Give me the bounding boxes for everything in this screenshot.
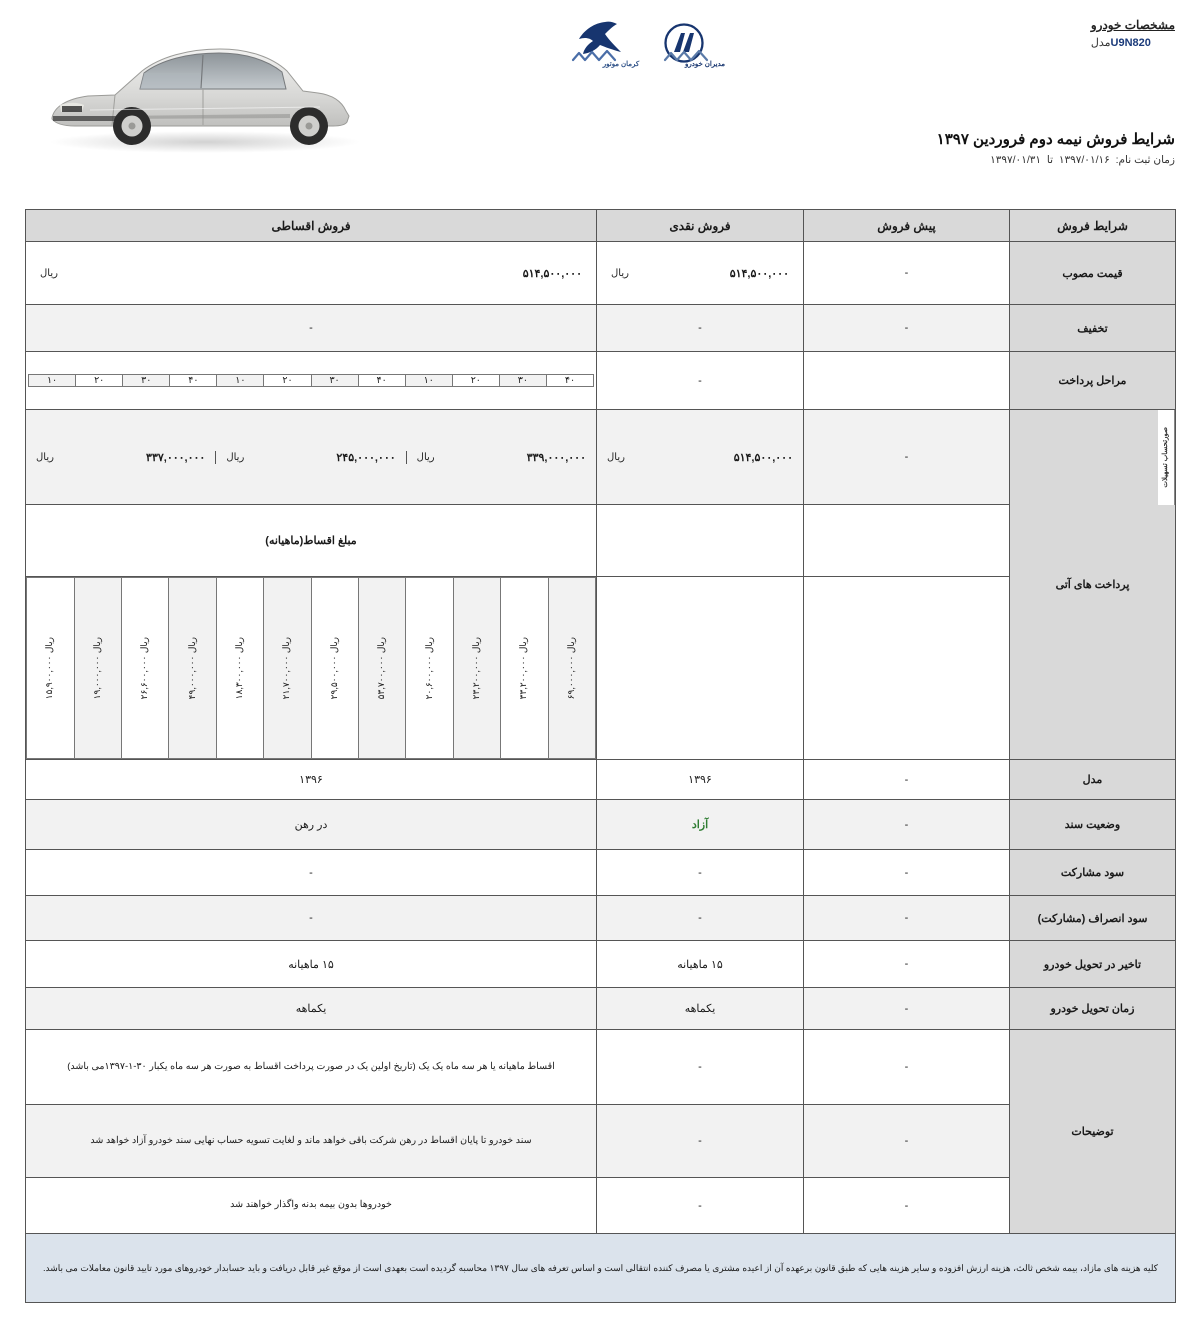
svg-text:کرمان موتور: کرمان موتور — [602, 60, 640, 68]
svg-text:مدیران خودرو: مدیران خودرو — [684, 60, 725, 68]
